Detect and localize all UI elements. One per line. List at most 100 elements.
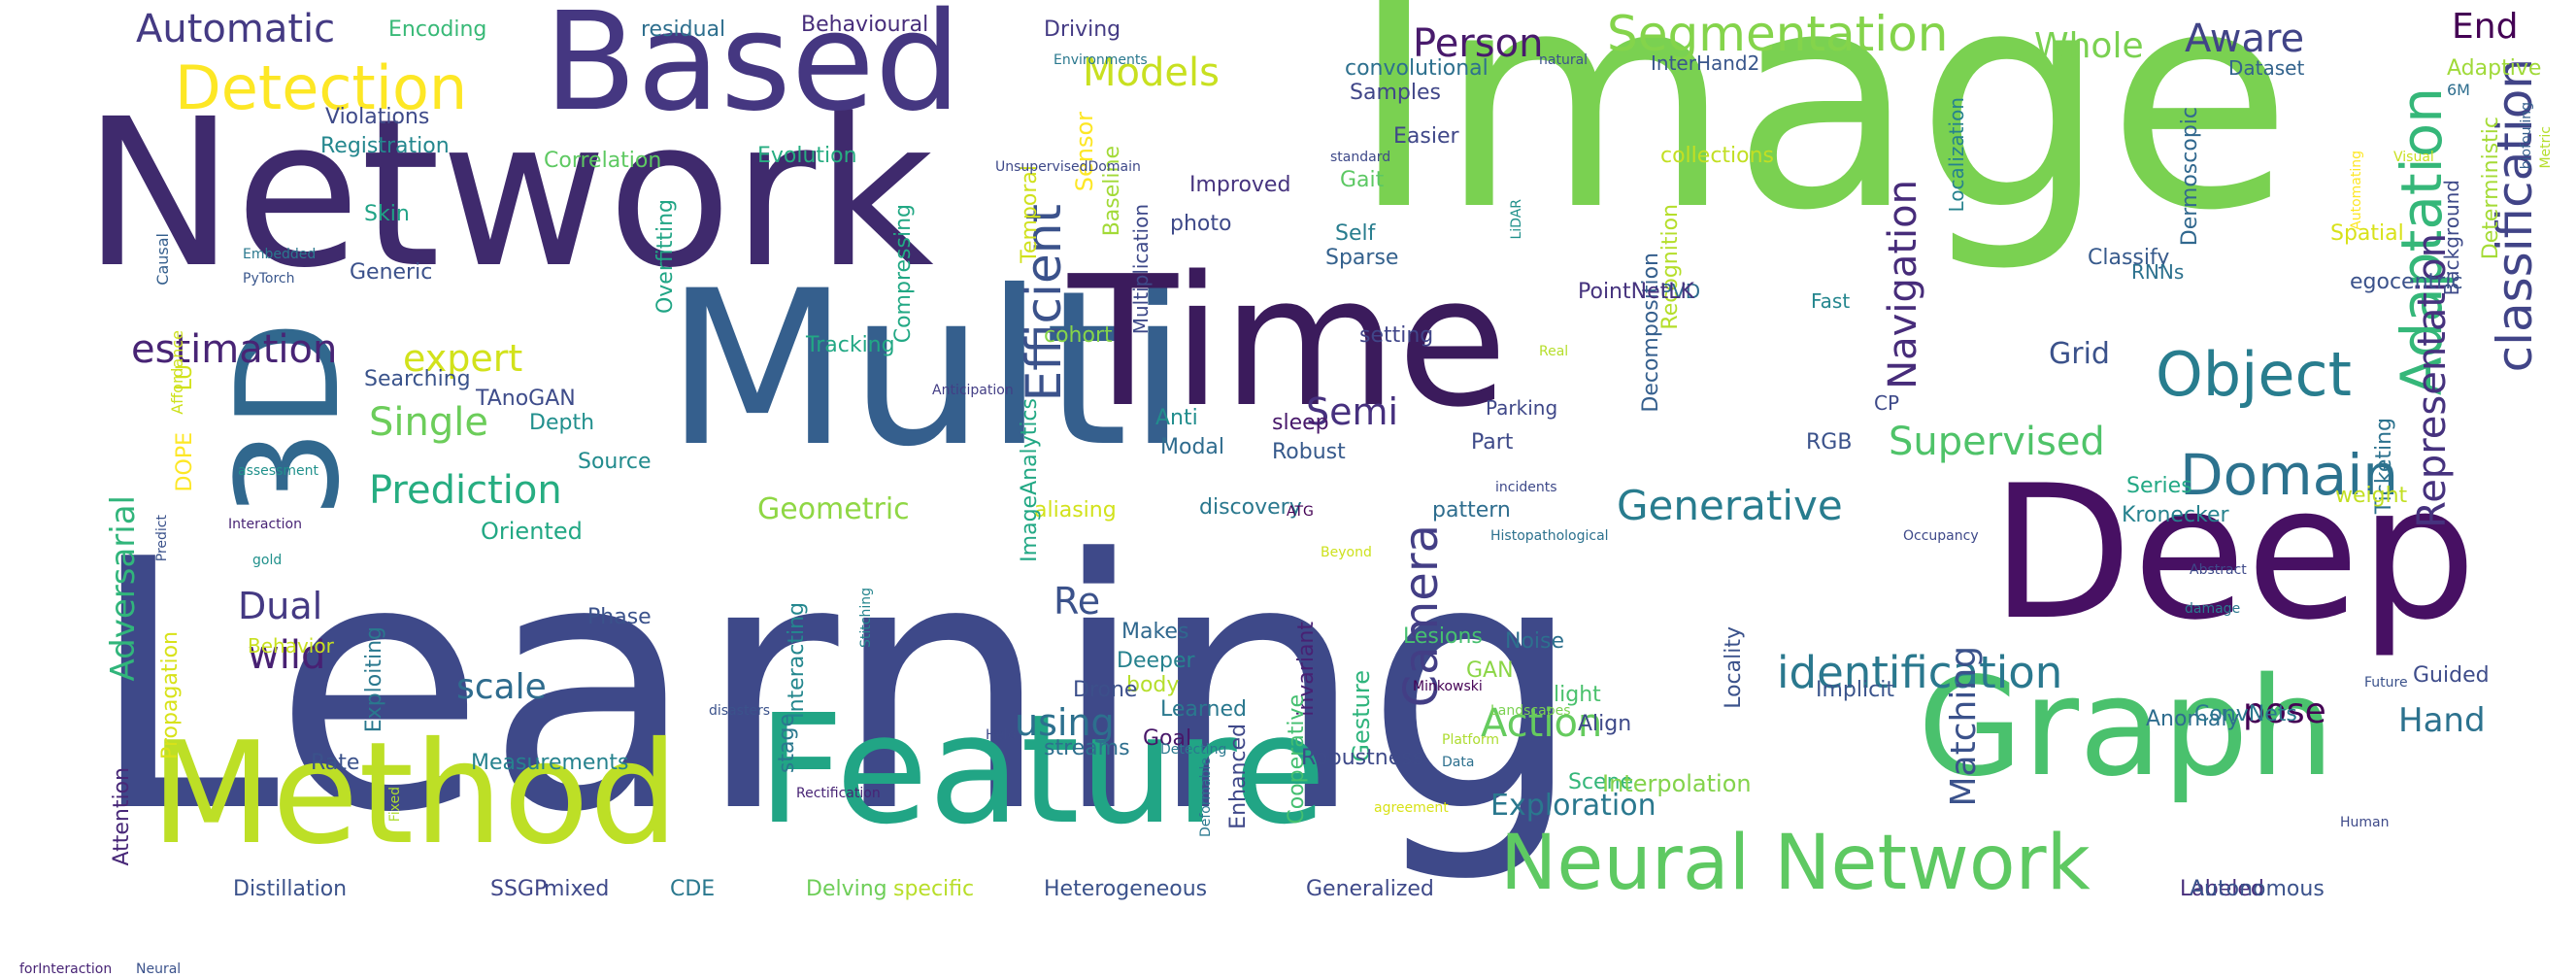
word-evolution: Evolution: [757, 144, 857, 168]
word-occupancy: Occupancy: [1903, 528, 1979, 544]
word-based: Based: [544, 0, 961, 142]
word-easier: Easier: [1393, 124, 1459, 149]
word-photo: photo: [1170, 212, 1232, 236]
word-neural: Neural: [136, 961, 182, 977]
word-atg: ATG: [1287, 504, 1314, 520]
word-collections: collections: [1660, 144, 1775, 168]
word-disasters: disasters: [709, 703, 771, 719]
word-network: Network: [83, 75, 934, 313]
word-lesions: Lesions: [1403, 624, 1483, 649]
word-searching: Searching: [364, 367, 471, 391]
word-series: Series: [2126, 474, 2192, 498]
word-localization: Localization: [1945, 97, 1968, 213]
word-object: Object: [2156, 339, 2352, 410]
word-fast: Fast: [1811, 289, 1851, 313]
word-metric: Metric: [2538, 126, 2554, 169]
word-navigation: Navigation: [1881, 180, 1925, 389]
word-makes: Makes: [1121, 620, 1189, 644]
word-single: Single: [369, 400, 488, 445]
word-real: Real: [1539, 344, 1569, 359]
word-6m: 6M: [2447, 81, 2470, 99]
word-heterogeneous: Heterogeneous: [1044, 877, 1208, 901]
word-rgb: RGB: [1806, 430, 1853, 455]
word-implicit: Implicit: [1816, 678, 1894, 702]
word-drone: Drone: [1073, 678, 1138, 702]
word-environments: Environments: [1054, 52, 1148, 68]
word-cde: CDE: [670, 877, 716, 901]
word-anti: Anti: [1155, 406, 1198, 430]
word-generic: Generic: [350, 260, 433, 285]
word-abstract: Abstract: [2190, 562, 2247, 578]
word-pattern: pattern: [1432, 498, 1511, 523]
word-learned: Learned: [1160, 697, 1247, 722]
word-enhanced: Enhanced: [1226, 724, 1251, 829]
word-multi: Multi: [665, 245, 1188, 493]
word-assessment: assessment: [238, 463, 318, 479]
word-deterministic: Deterministic: [2479, 117, 2503, 260]
word-self: Self: [1335, 221, 1376, 246]
word-natural: natural: [1539, 52, 1589, 68]
word-gait: Gait: [1340, 168, 1385, 192]
word-samples: Samples: [1350, 81, 1441, 105]
word-robust: Robust: [1272, 440, 1346, 464]
word-using: using: [1015, 701, 1115, 744]
word-phase: Phase: [587, 605, 652, 629]
word-adaptive: Adaptive: [2447, 56, 2542, 81]
word-rectification: Rectification: [796, 786, 881, 801]
word-human: Human: [2340, 815, 2390, 830]
word-sensor: Sensor: [1071, 112, 1098, 192]
word-interpolation: Interpolation: [1602, 770, 1752, 797]
word-rate: Rate: [311, 751, 360, 775]
word-autonomous: Autonomous: [2190, 877, 2325, 901]
word-supervised: Supervised: [1889, 420, 2105, 464]
word-stage: stage: [775, 714, 799, 774]
word-estimation: estimation: [131, 327, 338, 372]
word-gold: gold: [252, 553, 283, 568]
word-exploration: Exploration: [1490, 789, 1656, 823]
word-skin: Skin: [364, 202, 410, 226]
word-generalized: Generalized: [1306, 877, 1434, 901]
word-hand: Hand: [2398, 701, 2486, 740]
word-delving: Delving: [806, 877, 887, 901]
word-sparse: Sparse: [1325, 246, 1399, 270]
word-weight: weight: [2335, 484, 2408, 508]
word-noise: Noise: [1505, 629, 1565, 654]
word-incidents: incidents: [1495, 480, 1557, 495]
word-feature: Feature: [757, 682, 1326, 858]
word-recognition: Recognition: [1658, 204, 1683, 330]
word-domain: Domain: [2180, 442, 2399, 508]
word-dope: DOPE: [173, 432, 197, 492]
word-cohort: cohort: [1044, 323, 1113, 348]
word-gan: GAN: [1466, 658, 1514, 683]
word-minkowski: Minkowski: [1413, 679, 1483, 694]
word-unsuperviseddomain: UnsupervisedDomain: [995, 159, 1141, 175]
word-biofouling: biofouling: [2519, 102, 2534, 170]
word-held: Held: [986, 727, 1017, 743]
word-detecting: Detecting: [1160, 742, 1227, 758]
word-expert: expert: [403, 337, 523, 380]
word-egocentric: egocentric: [2350, 270, 2463, 294]
word-data: Data: [1442, 755, 1475, 770]
word-aliasing: aliasing: [1034, 498, 1117, 523]
word-aware: Aware: [2185, 17, 2305, 61]
word-part: Part: [1471, 430, 1514, 455]
word-light: light: [1554, 683, 1601, 707]
word-automatic: Automatic: [136, 7, 336, 51]
word-parking: Parking: [1486, 396, 1558, 420]
word-streams: streams: [1044, 736, 1130, 760]
word-exploiting: Exploiting: [362, 626, 386, 733]
word-ssgp: SSGP: [490, 877, 548, 901]
word-anomaly: Anomaly: [2146, 707, 2240, 731]
word-action: Action: [1481, 701, 1603, 746]
word-agreement: agreement: [1374, 800, 1449, 816]
word-pvd: PVD: [1660, 280, 1701, 303]
word-behavior: Behavior: [248, 634, 334, 658]
word-specific: specific: [893, 877, 975, 901]
word-time: Time: [1068, 237, 1508, 447]
word-learning: Learning: [87, 486, 1585, 888]
word-scene: Scene: [1568, 770, 1634, 794]
word-discovery: discovery: [1199, 495, 1302, 520]
word-classify: Classify: [2088, 246, 2170, 270]
word-cp: CP: [1874, 391, 1900, 415]
word-standard: standard: [1330, 150, 1391, 165]
